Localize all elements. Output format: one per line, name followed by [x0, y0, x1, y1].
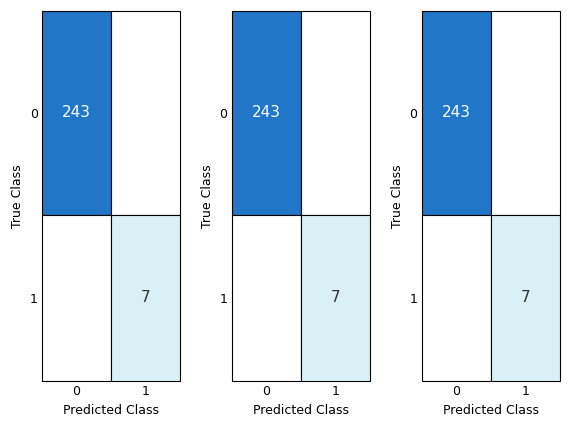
Text: 7: 7 — [331, 291, 340, 306]
Bar — [421, 11, 490, 214]
Text: 243: 243 — [62, 105, 91, 120]
Bar — [232, 214, 301, 381]
Y-axis label: True Class: True Class — [11, 164, 24, 228]
X-axis label: Predicted Class: Predicted Class — [443, 404, 538, 417]
Y-axis label: True Class: True Class — [391, 164, 404, 228]
X-axis label: Predicted Class: Predicted Class — [253, 404, 349, 417]
Bar — [490, 214, 560, 381]
X-axis label: Predicted Class: Predicted Class — [63, 404, 159, 417]
Text: 243: 243 — [441, 105, 471, 120]
Bar — [301, 11, 370, 214]
Bar — [42, 214, 111, 381]
Bar — [111, 214, 180, 381]
Bar — [42, 11, 111, 214]
Text: 243: 243 — [252, 105, 281, 120]
Bar — [111, 11, 180, 214]
Bar — [232, 11, 301, 214]
Bar — [301, 214, 370, 381]
Text: 7: 7 — [141, 291, 150, 306]
Bar — [490, 11, 560, 214]
Bar — [421, 214, 490, 381]
Y-axis label: True Class: True Class — [201, 164, 214, 228]
Text: 7: 7 — [521, 291, 530, 306]
